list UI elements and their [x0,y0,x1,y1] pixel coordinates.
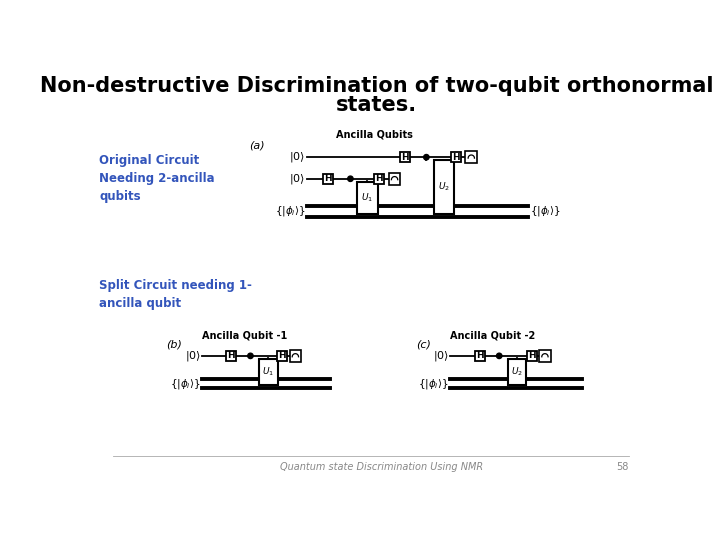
Bar [277,351,287,361]
Text: Ancilla Qubits: Ancilla Qubits [336,130,413,140]
Text: H: H [528,352,536,360]
Text: (c): (c) [416,339,431,349]
Text: Ancilla Qubit -1: Ancilla Qubit -1 [202,331,287,341]
Text: $\{|\phi_i\rangle\}$: $\{|\phi_i\rangle\}$ [170,376,201,390]
Text: $U_1$: $U_1$ [361,192,374,204]
Text: $|0\rangle$: $|0\rangle$ [289,172,305,186]
Bar [374,174,384,184]
Text: Ancilla Qubit -2: Ancilla Qubit -2 [451,331,536,341]
Bar [508,359,526,385]
Text: H: H [402,153,409,161]
Bar [474,351,485,361]
Circle shape [348,176,353,181]
Text: $|0\rangle$: $|0\rangle$ [289,150,305,164]
Text: $\{|\phi_i\rangle\}$: $\{|\phi_i\rangle\}$ [530,204,561,218]
Text: (a): (a) [249,140,264,151]
Text: $|0\rangle$: $|0\rangle$ [184,349,201,363]
Bar [451,152,461,162]
Text: H: H [452,153,459,161]
Bar [357,182,377,214]
Bar [400,152,410,162]
Text: $|0\rangle$: $|0\rangle$ [433,349,449,363]
Text: H: H [279,352,286,360]
Bar [389,173,400,185]
Text: Split Circuit needing 1-
ancilla qubit: Split Circuit needing 1- ancilla qubit [99,279,252,310]
Text: $U_2$: $U_2$ [511,366,523,379]
Text: H: H [324,174,332,183]
Bar [539,350,551,362]
Text: H: H [476,352,484,360]
Circle shape [248,353,253,359]
Circle shape [497,353,502,359]
Text: (b): (b) [166,339,181,349]
Text: 58: 58 [616,462,629,472]
Text: Quantum state Discrimination Using NMR: Quantum state Discrimination Using NMR [280,462,483,472]
Text: $U_1$: $U_1$ [262,366,274,379]
Text: H: H [375,174,383,183]
Circle shape [423,154,429,160]
Bar [466,151,477,163]
Text: $U_2$: $U_2$ [438,181,450,193]
Bar [323,174,333,184]
Text: $\{|\phi_i\rangle\}$: $\{|\phi_i\rangle\}$ [275,204,305,218]
Text: $\{|\phi_i\rangle\}$: $\{|\phi_i\rangle\}$ [418,376,449,390]
Text: Non-destructive Discrimination of two-qubit orthonormal: Non-destructive Discrimination of two-qu… [40,76,714,96]
Bar [259,359,277,385]
Bar [434,160,454,214]
Bar [226,351,236,361]
Bar [527,351,537,361]
Text: H: H [228,352,235,360]
Bar [289,350,301,362]
Text: Original Circuit
Needing 2-ancilla
qubits: Original Circuit Needing 2-ancilla qubit… [99,154,215,203]
Text: states.: states. [336,95,418,115]
